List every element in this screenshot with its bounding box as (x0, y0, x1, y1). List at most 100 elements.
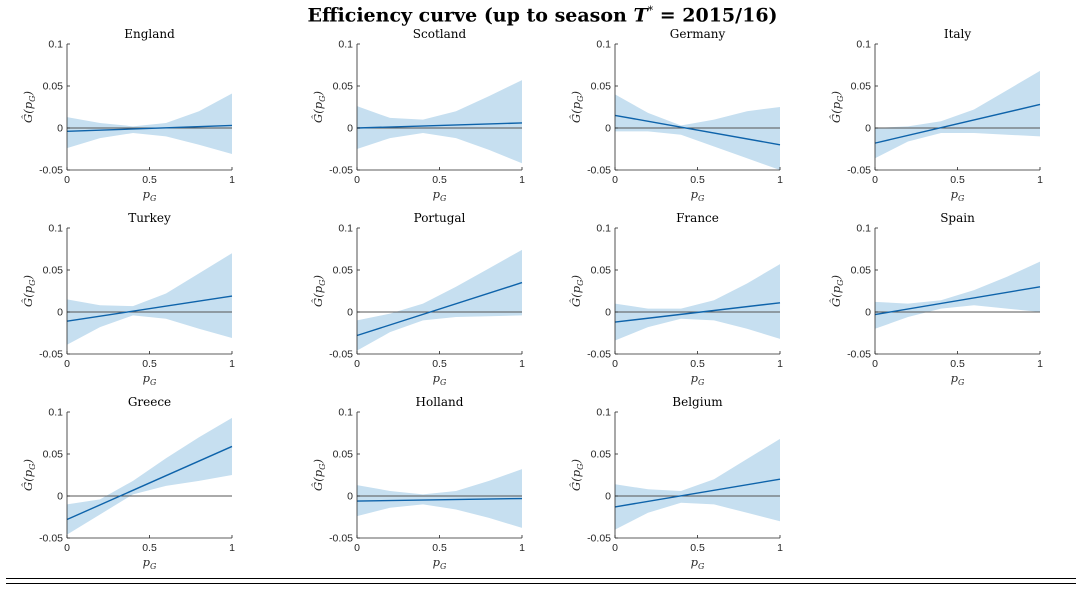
panel-title: Portugal (414, 211, 466, 225)
x-tick-label: 0.5 (142, 358, 157, 370)
x-axis-label: pG (691, 371, 705, 387)
y-tick-label: 0.1 (338, 223, 353, 235)
confidence-band (875, 261, 1040, 329)
panel-title: Holland (416, 395, 464, 409)
x-tick-label: 0.5 (690, 174, 705, 186)
efficiency-line (614, 302, 781, 323)
y-axis-label-close: ) (829, 275, 843, 281)
x-tick-label: 0 (64, 358, 70, 370)
y-axis-label: Ĝ(pG) (21, 459, 37, 491)
panel-title: Germany (670, 27, 726, 41)
x-axis-label-main: p (691, 187, 699, 201)
x-tick-label: 1 (229, 358, 235, 370)
figure-title-sup: * (647, 4, 654, 17)
y-axis-label-main: Ĝ(p (21, 285, 35, 307)
x-tick-label: 0.5 (142, 174, 157, 186)
y-axis-label-sub: G (836, 279, 845, 286)
y-tick-label: 0.1 (48, 39, 63, 51)
y-axis-label-close: ) (569, 275, 583, 281)
y-tick-label: 0.05 (851, 81, 872, 93)
x-tick-label: 0.5 (690, 358, 705, 370)
x-axis-label-sub: G (150, 378, 157, 387)
x-tick-label: 1 (229, 174, 235, 186)
efficiency-line (66, 445, 233, 521)
y-tick-label: 0 (865, 307, 871, 319)
y-tick-label: 0.05 (851, 265, 872, 277)
x-tick-label: 0 (612, 174, 618, 186)
efficiency-line (614, 478, 781, 508)
figure-title-var: T (633, 4, 648, 27)
confidence-band (875, 70, 1040, 159)
y-axis-label-main: Ĝ(p (21, 101, 35, 123)
efficiency-line (356, 122, 523, 129)
x-tick-label: 1 (519, 542, 525, 554)
y-axis-label: Ĝ(pG) (311, 275, 327, 307)
x-axis-label-main: p (143, 371, 151, 385)
y-tick-label: -0.05 (329, 533, 353, 545)
x-tick-label: 0.5 (950, 174, 965, 186)
y-tick-label: -0.05 (847, 349, 871, 361)
x-axis-label-sub: G (958, 378, 965, 387)
y-tick-label: 0.05 (591, 449, 612, 461)
panel-title: Italy (944, 27, 972, 41)
y-axis-label-sub: G (576, 95, 585, 102)
x-tick-label: 1 (777, 542, 783, 554)
x-axis-label: pG (143, 555, 157, 571)
y-axis-label: Ĝ(pG) (311, 459, 327, 491)
x-tick-label: 0.5 (432, 174, 447, 186)
y-axis-label-sub: G (318, 463, 327, 470)
y-axis-label-main: Ĝ(p (829, 101, 843, 123)
efficiency-line (356, 281, 523, 337)
confidence-band (67, 417, 232, 535)
efficiency-line (356, 497, 523, 502)
y-tick-label: -0.05 (39, 165, 63, 177)
y-axis-label: Ĝ(pG) (21, 275, 37, 307)
x-axis-label-main: p (433, 371, 441, 385)
y-tick-label: 0 (865, 123, 871, 135)
x-tick-label: 0 (354, 174, 360, 186)
x-axis-label: pG (143, 371, 157, 387)
panel-title: Greece (128, 395, 171, 409)
x-axis-label: pG (691, 187, 705, 203)
x-tick-label: 0.5 (950, 358, 965, 370)
x-tick-label: 0 (872, 174, 878, 186)
confidence-band (615, 94, 780, 170)
y-tick-label: 0.05 (43, 81, 64, 93)
confidence-band (357, 469, 522, 528)
x-axis-label: pG (433, 371, 447, 387)
confidence-band (615, 438, 780, 530)
bottom-rule-2 (6, 583, 1076, 584)
x-tick-label: 0 (872, 358, 878, 370)
y-tick-label: -0.05 (587, 165, 611, 177)
y-axis-label-close: ) (21, 275, 35, 281)
y-axis-label-sub: G (576, 463, 585, 470)
y-tick-label: 0.05 (591, 81, 612, 93)
y-tick-label: 0 (605, 307, 611, 319)
x-tick-label: 0 (354, 542, 360, 554)
x-tick-label: 0.5 (432, 358, 447, 370)
panel-title: Belgium (672, 395, 723, 409)
panel-title: Scotland (413, 27, 467, 41)
y-tick-label: 0.05 (43, 449, 64, 461)
x-axis-label-main: p (143, 555, 151, 569)
x-tick-label: 0 (64, 174, 70, 186)
y-tick-label: -0.05 (329, 165, 353, 177)
x-axis-label: pG (143, 187, 157, 203)
y-tick-label: -0.05 (39, 533, 63, 545)
figure-title: Efficiency curve (up to season T* = 2015… (0, 0, 1085, 26)
y-axis-label-main: Ĝ(p (311, 285, 325, 307)
y-tick-label: 0 (605, 123, 611, 135)
confidence-band (357, 249, 522, 351)
x-tick-label: 1 (777, 358, 783, 370)
y-tick-label: 0.1 (596, 39, 611, 51)
figure-title-suffix: = 2015/16) (653, 4, 778, 27)
panel-title: England (124, 27, 175, 41)
y-tick-label: 0.1 (856, 223, 871, 235)
y-tick-label: 0.1 (48, 223, 63, 235)
